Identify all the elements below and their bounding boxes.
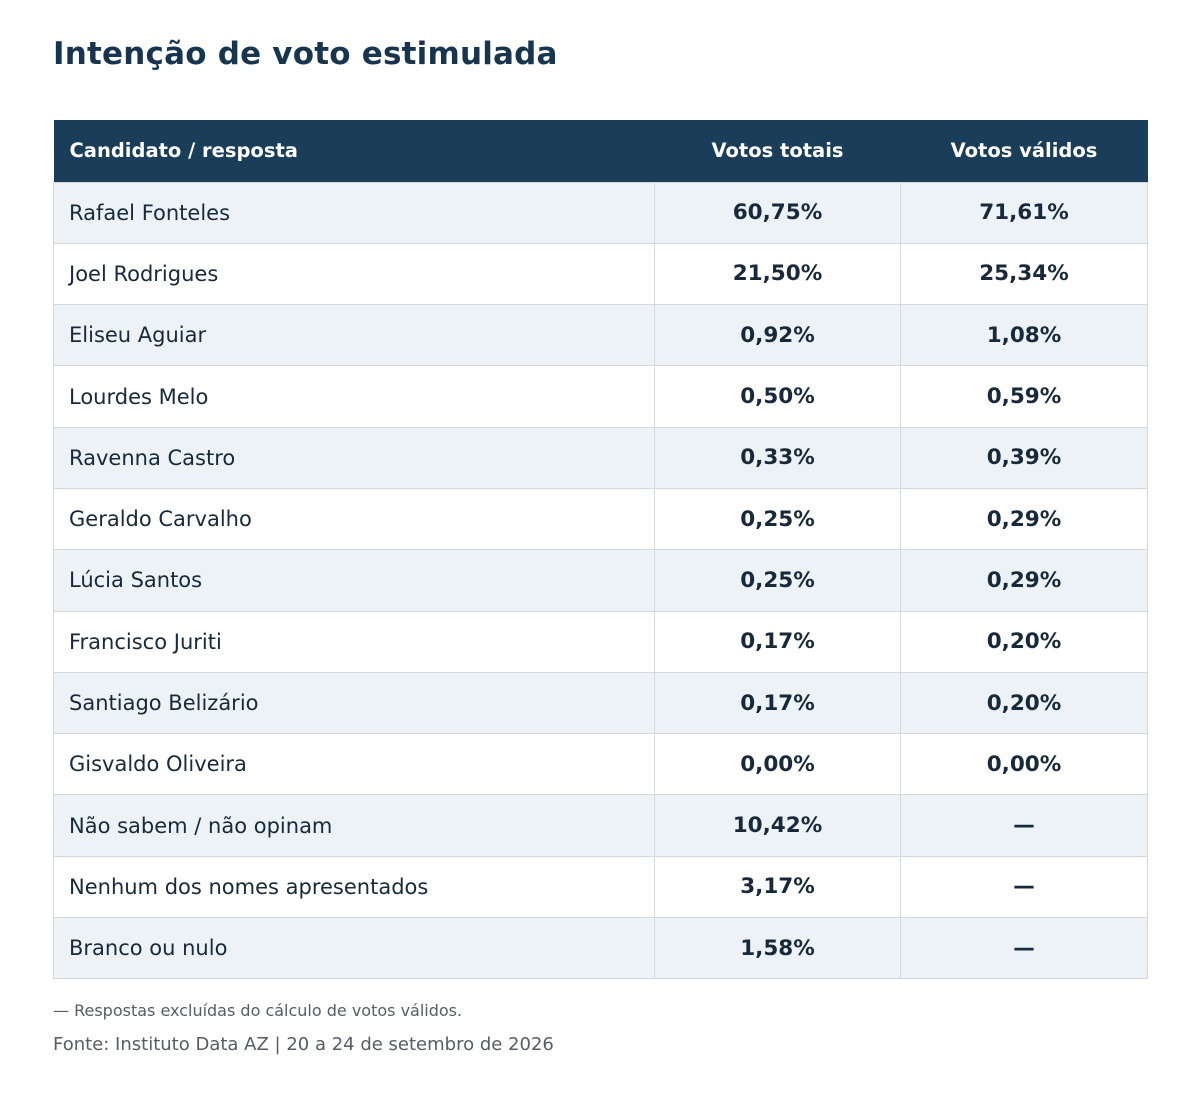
valid-votes-cell: 0,20% [900,610,1148,673]
total-votes-cell: 0,25% [654,487,901,551]
total-votes-cell: 0,92% [654,304,901,367]
results-table: Candidato / resposta Votos totais Votos … [53,120,1148,980]
table-row: Não sabem / não opinam 10,42% — [53,794,1148,857]
table-row: Lourdes Melo 0,50% 0,59% [53,365,1148,428]
total-votes-cell: 60,75% [654,181,901,244]
total-votes-cell: 10,42% [654,794,901,857]
valid-votes-cell: — [900,855,1148,919]
valid-votes-cell: 71,61% [900,181,1148,244]
valid-votes-cell: 25,34% [900,242,1148,306]
valid-votes-cell: 1,08% [900,304,1148,367]
table-row: Gisvaldo Oliveira 0,00% 0,00% [53,733,1148,796]
table-row: Lúcia Santos 0,25% 0,29% [53,549,1148,612]
valid-votes-cell: 0,39% [900,426,1148,489]
table-row: Branco ou nulo 1,58% — [53,917,1148,980]
valid-votes-cell: 0,29% [900,549,1148,612]
valid-votes-cell: 0,20% [900,671,1148,735]
table-header-row: Candidato / resposta Votos totais Votos … [53,120,1148,182]
table-row: Eliseu Aguiar 0,92% 1,08% [53,304,1148,367]
table-row: Santiago Belizário 0,17% 0,20% [53,671,1148,735]
candidate-name-cell: Santiago Belizário [53,671,655,735]
valid-votes-cell: 0,00% [900,733,1148,796]
column-header-valid-votes: Votos válidos [950,139,1098,163]
page-title: Intenção de voto estimulada [53,36,558,72]
candidate-name-cell: Branco ou nulo [53,917,655,980]
candidate-name-cell: Lourdes Melo [53,365,655,428]
candidate-name-cell: Não sabem / não opinam [53,794,655,857]
candidate-name-cell: Joel Rodrigues [53,242,655,306]
table-row: Nenhum dos nomes apresentados 3,17% — [53,855,1148,919]
valid-votes-cell: 0,59% [900,365,1148,428]
total-votes-cell: 0,33% [654,426,901,489]
valid-votes-cell: — [900,917,1148,980]
candidate-name-cell: Gisvaldo Oliveira [53,733,655,796]
table-row: Francisco Juriti 0,17% 0,20% [53,610,1148,673]
table-row: Rafael Fonteles 60,75% 71,61% [53,181,1148,244]
candidate-name-cell: Lúcia Santos [53,549,655,612]
total-votes-cell: 0,17% [654,610,901,673]
column-header-total-votes: Votos totais [711,139,844,163]
valid-votes-cell: — [900,794,1148,857]
table-row: Joel Rodrigues 21,50% 25,34% [53,242,1148,306]
total-votes-cell: 0,00% [654,733,901,796]
table-body: Rafael Fonteles 60,75% 71,61% Joel Rodrigue… [53,181,1148,980]
candidate-name-cell: Nenhum dos nomes apresentados [53,855,655,919]
total-votes-cell: 21,50% [654,242,901,306]
candidate-name-cell: Rafael Fonteles [53,181,655,244]
total-votes-cell: 1,58% [654,917,901,980]
table-row: Ravenna Castro 0,33% 0,39% [53,426,1148,489]
source-note: Fonte: Instituto Data AZ | 20 a 24 de se… [53,1034,554,1055]
valid-votes-cell: 0,29% [900,487,1148,551]
total-votes-cell: 0,17% [654,671,901,735]
candidate-name-cell: Ravenna Castro [53,426,655,489]
table-row: Geraldo Carvalho 0,25% 0,29% [53,487,1148,551]
total-votes-cell: 0,25% [654,549,901,612]
candidate-name-cell: Eliseu Aguiar [53,304,655,367]
total-votes-cell: 0,50% [654,365,901,428]
column-header-candidate: Candidato / resposta [69,139,298,163]
total-votes-cell: 3,17% [654,855,901,919]
footnote: — Respostas excluídas do cálculo de voto… [53,1001,463,1020]
candidate-name-cell: Francisco Juriti [53,610,655,673]
candidate-name-cell: Geraldo Carvalho [53,487,655,551]
